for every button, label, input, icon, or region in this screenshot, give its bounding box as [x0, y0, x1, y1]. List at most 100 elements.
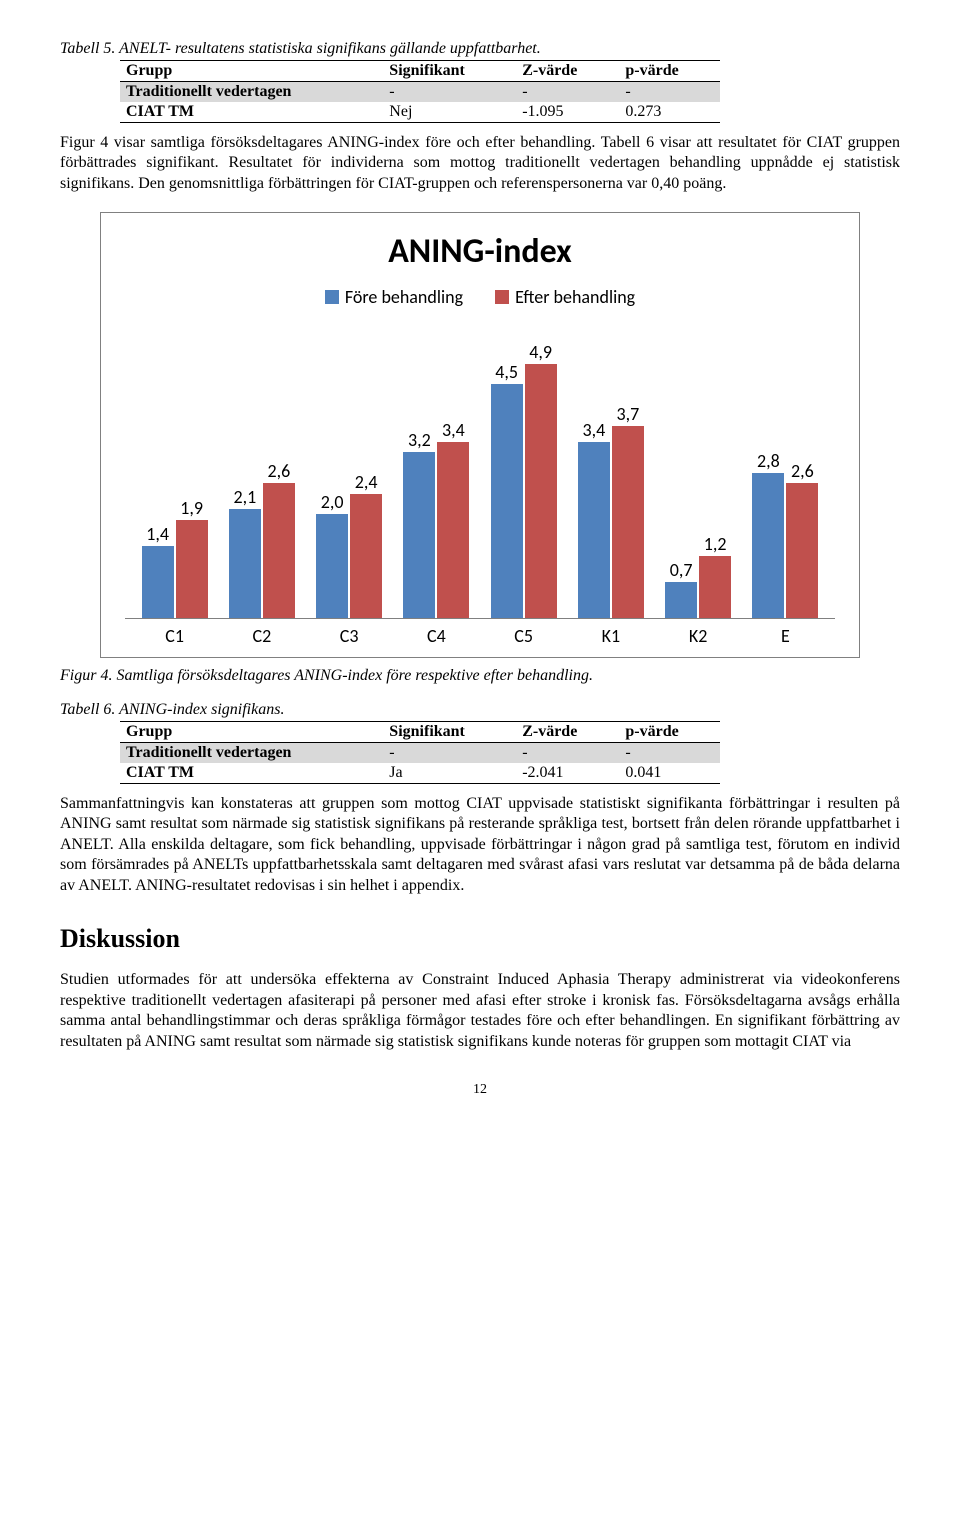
- cell: CIAT TM: [120, 763, 383, 784]
- bar-pair: 2,0 2,4: [312, 471, 387, 619]
- chart-category-axis: C1C2C3C4C5K1K2E: [125, 619, 835, 647]
- bar-after: 3,4: [437, 419, 469, 619]
- bar-value-label: 4,5: [495, 361, 518, 383]
- paragraph-3: Studien utformades för att undersöka eff…: [60, 970, 900, 1052]
- bar: [229, 509, 261, 618]
- table-row: CIAT TM Nej -1.095 0.273: [120, 102, 720, 123]
- bar-pair: 4,5 4,9: [486, 341, 561, 619]
- bar-value-label: 1,4: [146, 523, 169, 545]
- page-number: 12: [60, 1082, 900, 1098]
- bar-after: 1,9: [176, 497, 208, 619]
- bar: [350, 494, 382, 619]
- legend-label-before: Före behandling: [345, 286, 463, 308]
- cell: Traditionellt vedertagen: [120, 742, 383, 763]
- bar-value-label: 3,2: [408, 429, 431, 451]
- table5-col3: p-värde: [619, 61, 720, 82]
- paragraph-1: Figur 4 visar samtliga försöksdeltagares…: [60, 133, 900, 194]
- bar: [263, 483, 295, 618]
- cell: -1.095: [516, 102, 619, 123]
- bar-value-label: 1,2: [704, 533, 727, 555]
- table6-col1: Signifikant: [383, 721, 516, 742]
- category-label: C3: [312, 625, 387, 647]
- chart-legend: Före behandling Efter behandling: [125, 286, 835, 308]
- bar: [142, 546, 174, 619]
- cell: -: [383, 82, 516, 103]
- bar-value-label: 2,6: [268, 460, 291, 482]
- bar: [491, 384, 523, 618]
- cell: 0.273: [619, 102, 720, 123]
- bar-after: 2,6: [786, 460, 818, 618]
- cell: -: [516, 742, 619, 763]
- bar-before: 3,4: [578, 419, 610, 619]
- table5: Grupp Signifikant Z-värde p-värde Tradit…: [120, 60, 720, 123]
- bar: [699, 556, 731, 618]
- bar: [525, 364, 557, 619]
- category-label: K2: [661, 625, 736, 647]
- table6-col2: Z-värde: [516, 721, 619, 742]
- bar-value-label: 2,4: [355, 471, 378, 493]
- figure4-caption: Figur 4. Samtliga försöksdeltagares ANIN…: [60, 666, 900, 686]
- bar-after: 1,2: [699, 533, 731, 618]
- table-row: Traditionellt vedertagen - - -: [120, 82, 720, 103]
- bar: [578, 442, 610, 619]
- bar-value-label: 2,0: [321, 491, 344, 513]
- bar-before: 1,4: [142, 523, 174, 619]
- table5-caption: Tabell 5. ANELT- resultatens statistiska…: [60, 40, 900, 58]
- bar-before: 2,0: [316, 491, 348, 618]
- bar: [612, 426, 644, 618]
- bar-value-label: 3,4: [583, 419, 606, 441]
- bar-after: 2,6: [263, 460, 295, 618]
- category-label: C4: [399, 625, 474, 647]
- table6-col0: Grupp: [120, 721, 383, 742]
- cell: CIAT TM: [120, 102, 383, 123]
- cell: -: [619, 742, 720, 763]
- cell: -2.041: [516, 763, 619, 784]
- table-row: CIAT TM Ja -2.041 0.041: [120, 763, 720, 784]
- bar: [437, 442, 469, 619]
- cell: 0.041: [619, 763, 720, 784]
- bar-pair: 3,2 3,4: [399, 419, 474, 619]
- chart-title: ANING-index: [125, 231, 835, 272]
- bar-value-label: 3,4: [442, 419, 465, 441]
- bar-after: 2,4: [350, 471, 382, 619]
- legend-swatch-after: [495, 290, 509, 304]
- bar-value-label: 2,6: [791, 460, 814, 482]
- chart-plot-area: 1,4 1,9 2,1 2,6 2,0 2,4 3,2 3,4 4,5 4,9 3,4 3,7 0,7 1…: [125, 338, 835, 619]
- bar: [316, 514, 348, 618]
- bar-pair: 0,7 1,2: [661, 533, 736, 618]
- bar-before: 3,2: [403, 429, 435, 618]
- aning-index-chart: ANING-index Före behandling Efter behand…: [100, 212, 860, 658]
- table6: Grupp Signifikant Z-värde p-värde Tradit…: [120, 721, 720, 784]
- bar-pair: 1,4 1,9: [137, 497, 212, 619]
- category-label: E: [748, 625, 823, 647]
- bar-before: 2,1: [229, 486, 261, 618]
- bar-value-label: 2,1: [234, 486, 257, 508]
- legend-swatch-before: [325, 290, 339, 304]
- cell: Traditionellt vedertagen: [120, 82, 383, 103]
- cell: -: [383, 742, 516, 763]
- bar-after: 3,7: [612, 403, 644, 618]
- table5-col0: Grupp: [120, 61, 383, 82]
- legend-item-before: Före behandling: [325, 286, 463, 308]
- bar-pair: 2,1 2,6: [224, 460, 299, 618]
- bar: [665, 582, 697, 618]
- table6-caption: Tabell 6. ANING-index signifikans.: [60, 701, 900, 719]
- cell: -: [516, 82, 619, 103]
- bar: [786, 483, 818, 618]
- paragraph-2: Sammanfattningvis kan konstateras att gr…: [60, 794, 900, 896]
- bar: [176, 520, 208, 619]
- bar: [403, 452, 435, 618]
- bar-value-label: 2,8: [757, 450, 780, 472]
- legend-item-after: Efter behandling: [495, 286, 635, 308]
- cell: Nej: [383, 102, 516, 123]
- category-label: C1: [137, 625, 212, 647]
- table5-col2: Z-värde: [516, 61, 619, 82]
- discussion-heading: Diskussion: [60, 924, 900, 954]
- bar-value-label: 3,7: [617, 403, 640, 425]
- bar: [752, 473, 784, 619]
- category-label: C5: [486, 625, 561, 647]
- bar-before: 0,7: [665, 559, 697, 618]
- category-label: K1: [573, 625, 648, 647]
- bar-value-label: 0,7: [670, 559, 693, 581]
- bar-after: 4,9: [525, 341, 557, 619]
